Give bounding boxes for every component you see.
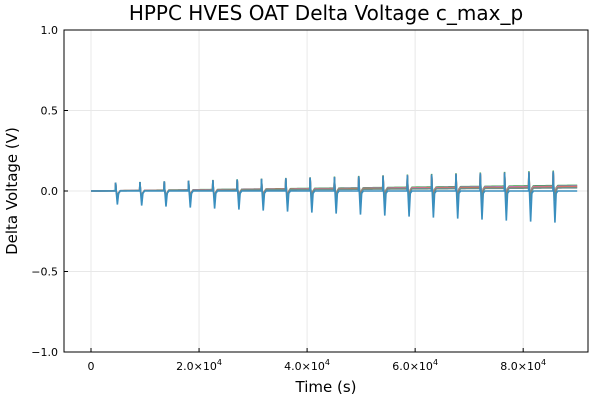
y-tick-label: 0.5 (41, 105, 59, 118)
x-ticks: 0 2.0×104 4.0×104 6.0×104 8.0×104 (88, 348, 546, 373)
y-tick-label: 1.0 (41, 24, 59, 37)
x-tick-label: 8.0×104 (500, 358, 546, 373)
y-ticks: −1.0 −0.5 0.0 0.5 1.0 (31, 24, 68, 359)
y-tick-label: −0.5 (31, 266, 58, 279)
x-tick-label: 2.0×104 (176, 358, 222, 373)
chart-title: HPPC HVES OAT Delta Voltage c_max_p (129, 1, 523, 25)
x-tick-label: 6.0×104 (392, 358, 438, 373)
series-lines (90, 170, 578, 223)
y-axis-label: Delta Voltage (V) (3, 127, 21, 255)
y-tick-label: −1.0 (31, 346, 58, 359)
y-tick-label: 0.0 (41, 185, 59, 198)
series-line-5 (91, 171, 578, 223)
x-axis-label: Time (s) (295, 378, 357, 396)
x-tick-label: 0 (88, 360, 95, 373)
x-tick-label: 4.0×104 (284, 358, 330, 373)
